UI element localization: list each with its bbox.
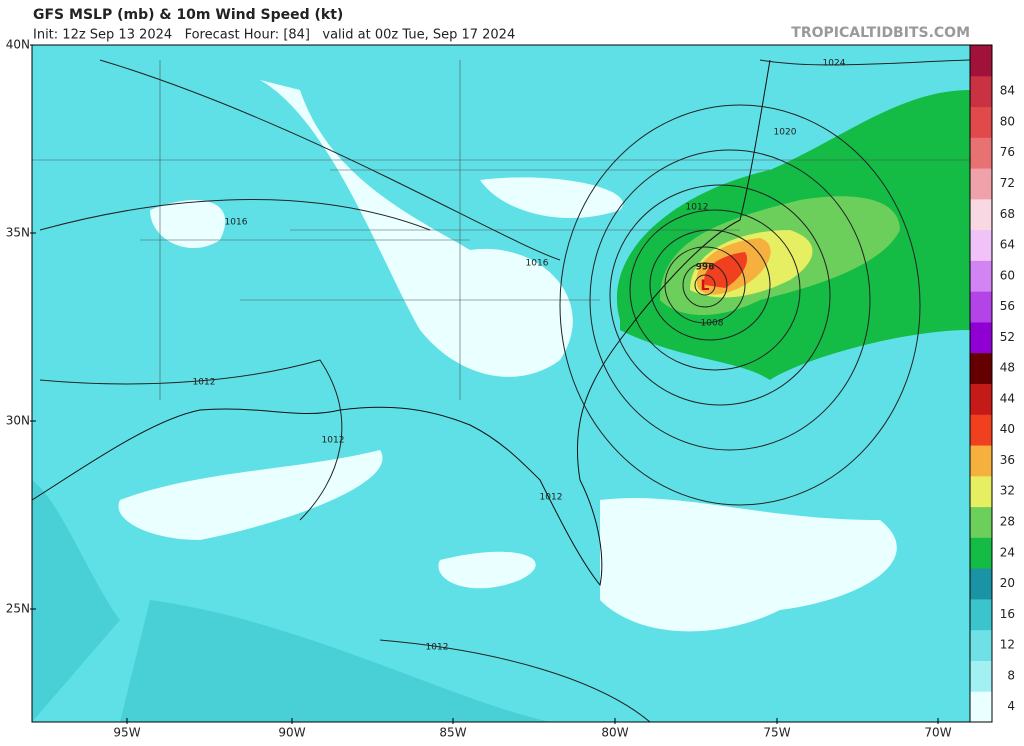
- colorbar-label: 24: [1000, 545, 1015, 559]
- isobar-label: 1012: [686, 203, 709, 213]
- lon-label: 75W: [763, 726, 790, 740]
- lat-label: 30N: [6, 414, 30, 428]
- borders: [32, 60, 970, 400]
- colorbar-band: [970, 229, 992, 261]
- isobar-label: 1024: [823, 59, 846, 69]
- colorbar-band: [970, 414, 992, 446]
- colorbar-label: 32: [1000, 484, 1015, 498]
- colorbar-label: 64: [1000, 238, 1015, 252]
- isobar-label: 1012: [426, 643, 449, 653]
- colorbar-band: [970, 629, 992, 661]
- isobar-label: 1016: [225, 218, 248, 228]
- stronger-wind: [32, 480, 550, 722]
- lon-label: 85W: [439, 726, 466, 740]
- isobar-label: 996: [696, 263, 715, 273]
- isobar-labels: 1024 1020 1012 1016 1016 996 1008 1012 1012 1012 1…: [193, 59, 846, 653]
- colorbar-band: [970, 260, 992, 292]
- colorbar-label: 60: [1000, 268, 1015, 282]
- colorbar-band: [970, 475, 992, 508]
- isobar-label: 1012: [193, 378, 216, 388]
- calm-area: [118, 80, 897, 632]
- colorbar-band: [970, 691, 992, 723]
- lat-label: 40N: [6, 38, 30, 52]
- isobars: [39, 59, 970, 722]
- isobar-label: 1012: [540, 493, 563, 503]
- lon-label: 90W: [278, 726, 305, 740]
- lon-label: 95W: [113, 726, 140, 740]
- colorbar-band: [970, 198, 992, 231]
- lat-label: 25N: [6, 602, 30, 616]
- isobar-label: 1020: [774, 128, 797, 138]
- colorbar-frame: [969, 44, 993, 723]
- colorbar-label: 8: [1007, 668, 1015, 682]
- colorbar-label: 28: [1000, 514, 1015, 528]
- source: TROPICALTIDBITS.COM: [791, 25, 970, 41]
- colorbar-band: [970, 106, 992, 138]
- colorbar-label: 52: [1000, 330, 1015, 344]
- lat-label: 35N: [6, 226, 30, 240]
- colorbar-label: 84: [1000, 84, 1015, 98]
- colorbar-label: 20: [1000, 576, 1015, 590]
- colorbar-band: [970, 568, 992, 600]
- colorbar-band: [970, 168, 992, 200]
- isobar-label: 1008: [701, 319, 724, 329]
- axes: 40N 35N 30N 25N 95W 90W 85W 80W 75W 70W: [6, 38, 952, 740]
- isobar-label: 1016: [526, 259, 549, 269]
- subtitle: Init: 12z Sep 13 2024 Forecast Hour: [84…: [33, 28, 515, 43]
- title: GFS MSLP (mb) & 10m Wind Speed (kt): [33, 7, 343, 23]
- lon-label: 70W: [924, 726, 951, 740]
- colorbar-label: 16: [1000, 607, 1015, 621]
- lon-label: 80W: [601, 726, 628, 740]
- colorbar-band: [970, 352, 992, 384]
- coastline: [32, 59, 771, 587]
- colorbar-label: 68: [1000, 207, 1015, 221]
- colorbar-label: 48: [1000, 361, 1015, 375]
- colorbar-band: [970, 137, 992, 169]
- colorbar-label: 36: [1000, 453, 1015, 467]
- map-area: [32, 45, 970, 722]
- low-label: L: [701, 278, 710, 294]
- colorbar-band: [970, 45, 992, 77]
- colorbar-band: [970, 660, 992, 692]
- colorbar-label: 12: [1000, 638, 1015, 652]
- colorbar-band: [970, 321, 992, 354]
- colorbar-label: 44: [1000, 391, 1015, 405]
- colorbar-label: 80: [1000, 114, 1015, 128]
- colorbar-band: [970, 445, 992, 477]
- colorbar-label: 4: [1007, 699, 1015, 713]
- colorbar-label: 40: [1000, 422, 1015, 436]
- colorbar-band: [970, 383, 992, 415]
- colorbar-band: [970, 598, 992, 631]
- colorbar-band: [970, 291, 992, 323]
- colorbar-band: [970, 537, 992, 569]
- isobar-label: 1012: [322, 436, 345, 446]
- colorbar-band: [970, 75, 992, 108]
- colorbar-label: 72: [1000, 176, 1015, 190]
- colorbar-label: 56: [1000, 299, 1015, 313]
- colorbar-band: [970, 506, 992, 538]
- colorbar-label: 76: [1000, 145, 1015, 159]
